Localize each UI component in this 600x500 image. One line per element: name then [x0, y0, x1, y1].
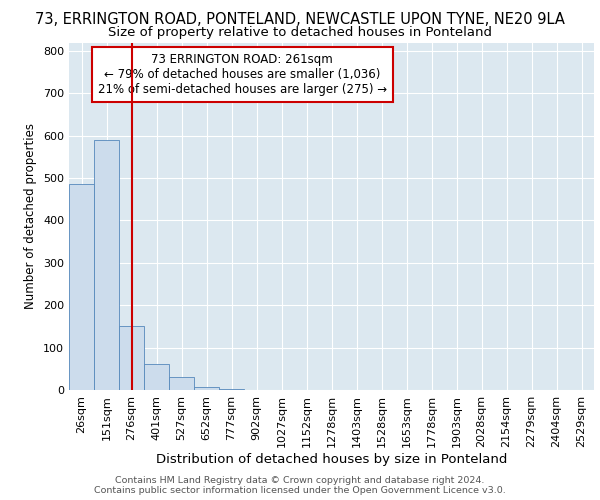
Text: Contains HM Land Registry data © Crown copyright and database right 2024.
Contai: Contains HM Land Registry data © Crown c…: [94, 476, 506, 495]
Bar: [194, 386, 219, 390]
Text: 73 ERRINGTON ROAD: 261sqm
← 79% of detached houses are smaller (1,036)
21% of se: 73 ERRINGTON ROAD: 261sqm ← 79% of detac…: [98, 53, 387, 96]
Bar: [94, 140, 119, 390]
Bar: [219, 388, 244, 390]
X-axis label: Distribution of detached houses by size in Ponteland: Distribution of detached houses by size …: [156, 452, 507, 466]
Bar: [169, 378, 194, 390]
Bar: [119, 326, 144, 390]
Text: Size of property relative to detached houses in Ponteland: Size of property relative to detached ho…: [108, 26, 492, 39]
Bar: [69, 184, 94, 390]
Text: 73, ERRINGTON ROAD, PONTELAND, NEWCASTLE UPON TYNE, NE20 9LA: 73, ERRINGTON ROAD, PONTELAND, NEWCASTLE…: [35, 12, 565, 28]
Y-axis label: Number of detached properties: Number of detached properties: [25, 123, 37, 309]
Bar: [144, 364, 169, 390]
